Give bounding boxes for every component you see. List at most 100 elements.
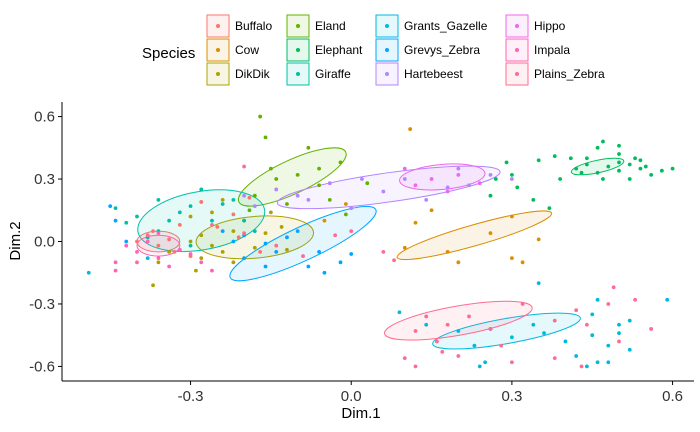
- point-hartebeest: [456, 166, 461, 171]
- point-grants-gazelle: [627, 318, 632, 323]
- point-elephant: [606, 164, 611, 169]
- point-dikdik: [167, 250, 172, 254]
- point-plains-zebra: [552, 356, 557, 360]
- x-tick-label: 0.3: [501, 388, 522, 405]
- point-impala: [210, 268, 214, 273]
- point-grevys-zebra: [322, 270, 327, 275]
- point-impala: [156, 256, 161, 261]
- legend-label: Grants_Gazelle: [404, 19, 488, 33]
- legend-key-dot: [216, 24, 220, 28]
- point-eland: [263, 135, 268, 140]
- point-grevys-zebra: [338, 260, 343, 265]
- point-hartebeest: [445, 185, 450, 190]
- point-plains-zebra: [649, 327, 654, 331]
- point-dikdik: [263, 231, 268, 236]
- legend-item-buffalo: Buffalo: [206, 14, 272, 38]
- point-elephant: [558, 177, 563, 181]
- point-cow: [402, 245, 407, 250]
- point-cow: [488, 231, 493, 236]
- point-dikdik: [220, 250, 225, 254]
- point-eland: [317, 183, 321, 188]
- point-plains-zebra: [392, 258, 396, 263]
- point-buffalo: [231, 212, 236, 217]
- point-eland: [258, 114, 263, 119]
- point-giraffe: [252, 229, 257, 233]
- point-elephant: [617, 160, 621, 165]
- legend-item-giraffe: Giraffe: [286, 62, 351, 86]
- legend: Species Buffalo Cow DikDik Eland Elephant Gir…: [142, 14, 605, 86]
- point-eland: [365, 181, 370, 186]
- legend-label: Grevys_Zebra: [404, 43, 480, 57]
- point-hippo: [402, 166, 407, 171]
- legend-item-impala: Impala: [505, 38, 570, 62]
- point-buffalo: [258, 250, 263, 254]
- point-plains-zebra: [488, 327, 493, 331]
- legend-key-dot: [385, 48, 389, 52]
- point-cow: [509, 214, 514, 219]
- point-grants-gazelle: [590, 312, 595, 317]
- point-grevys-zebra: [274, 250, 279, 254]
- point-cow: [322, 218, 327, 223]
- ellipse-eland: [237, 147, 347, 207]
- legend-item-grants-gazelle: Grants_Gazelle: [375, 14, 488, 38]
- point-elephant: [568, 156, 573, 161]
- legend-item-hartebeest: Hartebeest: [375, 62, 463, 86]
- point-eland: [268, 166, 273, 171]
- point-cow: [429, 208, 434, 213]
- point-giraffe: [188, 204, 193, 209]
- point-grants-gazelle: [574, 354, 579, 358]
- point-plains-zebra: [402, 356, 407, 360]
- point-eland: [317, 166, 321, 171]
- legend-key-dot: [515, 24, 519, 28]
- point-dikdik: [210, 243, 214, 248]
- point-eland: [285, 202, 289, 206]
- point-elephant: [504, 160, 509, 165]
- ellipse-hartebeest: [276, 165, 501, 210]
- point-grants-gazelle: [536, 281, 541, 286]
- point-impala: [135, 250, 139, 254]
- point-grants-gazelle: [590, 333, 595, 338]
- legend-key-dot: [385, 72, 389, 76]
- point-plains-zebra: [210, 222, 214, 227]
- legend-item-grevys-zebra: Grevys_Zebra: [375, 38, 480, 62]
- point-eland: [274, 177, 279, 181]
- point-plains-zebra: [333, 233, 338, 238]
- point-plains-zebra: [440, 349, 445, 354]
- point-buffalo: [135, 239, 139, 244]
- point-impala: [199, 260, 204, 265]
- point-grants-gazelle: [531, 322, 536, 327]
- legend-key-dot: [515, 72, 519, 76]
- point-impala: [177, 247, 182, 252]
- point-plains-zebra: [552, 318, 557, 323]
- point-grevys-zebra: [263, 241, 268, 246]
- point-giraffe: [124, 220, 129, 225]
- point-plains-zebra: [274, 243, 279, 248]
- point-eland: [338, 160, 343, 165]
- point-elephant: [547, 206, 552, 211]
- point-grevys-zebra: [231, 239, 236, 244]
- point-grants-gazelle: [606, 360, 611, 365]
- point-impala: [167, 264, 172, 269]
- point-grants-gazelle: [563, 339, 568, 344]
- point-cow: [445, 250, 450, 254]
- point-giraffe: [135, 214, 139, 219]
- point-elephant: [584, 156, 589, 161]
- point-plains-zebra: [413, 364, 418, 369]
- point-cow: [413, 220, 418, 225]
- point-giraffe: [188, 243, 193, 248]
- ellipse-giraffe: [137, 189, 266, 252]
- point-plains-zebra: [467, 314, 471, 319]
- point-grants-gazelle: [665, 297, 670, 302]
- point-hartebeest: [295, 193, 300, 198]
- point-plains-zebra: [456, 354, 461, 358]
- legend-item-hippo: Hippo: [505, 14, 566, 38]
- ellipse-dikdik: [195, 215, 315, 260]
- legend-item-cow: Cow: [206, 38, 259, 62]
- point-grants-gazelle: [606, 343, 611, 348]
- point-plains-zebra: [135, 260, 139, 265]
- point-impala: [113, 260, 118, 265]
- point-grants-gazelle: [617, 331, 621, 336]
- legend-item-elephant: Elephant: [286, 38, 363, 62]
- point-plains-zebra: [424, 314, 429, 319]
- legend-label: Impala: [534, 43, 570, 57]
